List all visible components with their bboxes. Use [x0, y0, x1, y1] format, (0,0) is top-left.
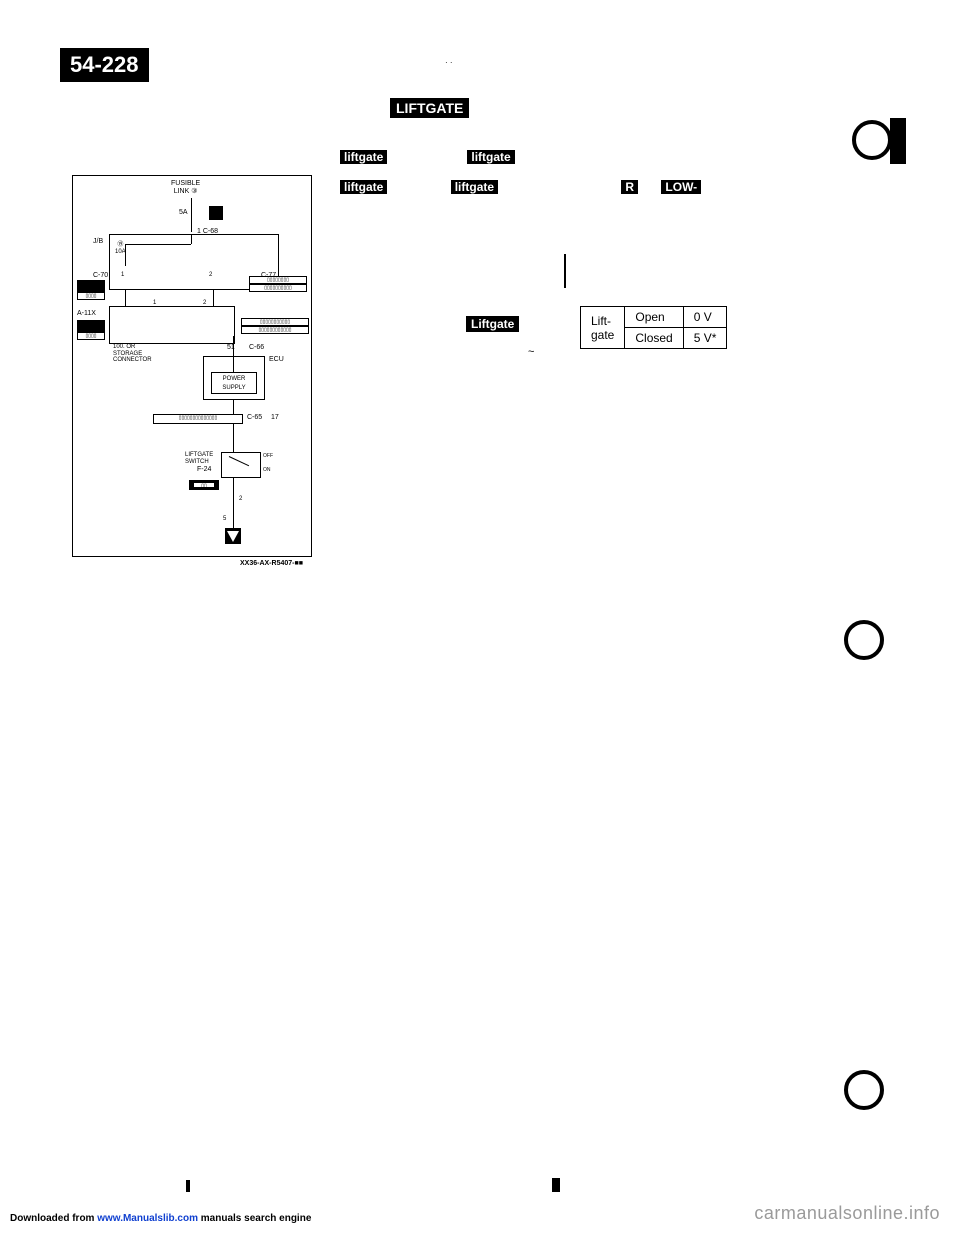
- connector-icon: [209, 206, 223, 220]
- table-row-label: Liftgate: [466, 316, 519, 332]
- footer-watermark: carmanualsonline.info: [754, 1203, 940, 1224]
- label-jb: J/B: [93, 238, 103, 246]
- switch-on: ON: [263, 468, 271, 474]
- page-number: 54-228: [60, 48, 149, 82]
- label-c65: C-65: [247, 414, 262, 422]
- cell-voltage: 0 V: [683, 307, 727, 328]
- hl-liftgate: liftgate: [467, 150, 514, 164]
- cell-state: Open: [625, 307, 683, 328]
- diagram-caption: XX36-AX-R5407-■■: [240, 560, 303, 567]
- cell-voltage: 5 V*: [683, 328, 727, 349]
- cell-liftgate: Lift- gate: [581, 307, 625, 349]
- label-5: 5: [223, 516, 226, 523]
- cell-state: Closed: [625, 328, 683, 349]
- wire: [125, 244, 126, 266]
- tilde-mark: ~: [528, 346, 534, 358]
- label-fusible-link: FUSIBLE LINK ③: [171, 180, 200, 195]
- mark: [186, 1180, 190, 1192]
- table-row: Lift- gate Open 0 V: [581, 307, 727, 328]
- pinstrip: ▯▯▯▯▯▯▯▯: [249, 276, 307, 284]
- bottom-marks: [0, 1176, 960, 1194]
- wire: [191, 198, 192, 232]
- pin-num: 2: [209, 272, 212, 279]
- pin-num: 1: [153, 300, 156, 307]
- wire: [233, 356, 234, 372]
- body-line-1: liftgate liftgate: [340, 148, 880, 166]
- switch-off: OFF: [263, 454, 273, 460]
- label-f24: F-24: [197, 466, 211, 474]
- header-mark: · ·: [445, 58, 453, 67]
- body-line-2: liftgate liftgate R LOW-: [340, 178, 880, 196]
- wire: [233, 400, 234, 414]
- wire: [191, 234, 192, 244]
- hl-r: R: [621, 180, 638, 194]
- label-ecu: ECU: [269, 356, 284, 364]
- pinstrip: ▯▯: [193, 482, 215, 488]
- symbol-circle: [844, 620, 884, 660]
- label-17: 17: [271, 414, 279, 422]
- label-storage: 100. OR STORAGE CONNECTOR: [113, 344, 152, 364]
- voltage-table: Lift- gate Open 0 V Closed 5 V*: [580, 306, 727, 349]
- vertical-rule: [564, 254, 566, 288]
- pinstrip: ▯▯▯▯: [77, 332, 105, 340]
- symbol-circle: [844, 1070, 884, 1110]
- wire: [213, 290, 214, 306]
- pinstrip: ▯▯▯▯: [77, 292, 105, 300]
- footer-link[interactable]: www.Manualslib.com: [97, 1213, 198, 1224]
- wire: [125, 290, 126, 306]
- wire: [125, 244, 191, 245]
- pin-num: 2: [239, 496, 242, 503]
- wiring-diagram: FUSIBLE LINK ③ 5A 1 C-68 J/B ⑲ 10A C-70 …: [72, 175, 312, 557]
- wire: [233, 424, 234, 452]
- pinstrip: ▯▯▯▯▯▯▯▯▯▯▯▯: [241, 326, 309, 334]
- pin-num: 1: [121, 272, 124, 279]
- wire: [233, 336, 234, 356]
- connector-block: [77, 320, 105, 332]
- storage-box: [109, 306, 235, 344]
- label-liftgate-switch: LIFTGATE SWITCH: [185, 452, 213, 465]
- label-c70: C-70: [93, 272, 108, 280]
- label-a11x: A-11X: [77, 310, 96, 318]
- wire: [233, 478, 234, 528]
- connector-block: [77, 280, 105, 292]
- hl-liftgate: liftgate: [340, 150, 387, 164]
- pinstrip: ▯▯▯▯▯▯▯▯▯▯▯: [241, 318, 309, 326]
- mark: [552, 1178, 560, 1192]
- side-bar: [890, 118, 906, 164]
- hl-liftgate: liftgate: [451, 180, 498, 194]
- hl-liftgate: liftgate: [340, 180, 387, 194]
- pin-num: 2: [203, 300, 206, 307]
- label-5a: 5A: [179, 209, 188, 217]
- ground-triangle-icon: [225, 528, 241, 544]
- pinstrip: ▯▯▯▯▯▯▯▯▯▯▯▯▯▯: [153, 414, 243, 424]
- pinstrip: ▯▯▯▯▯▯▯▯▯▯: [249, 284, 307, 292]
- footer-prefix: Downloaded from: [10, 1213, 97, 1224]
- label-c66: C-66: [249, 344, 264, 352]
- footer-left: Downloaded from www.Manualslib.com manua…: [10, 1213, 311, 1224]
- switch-box: [221, 452, 261, 478]
- power-supply-box: POWER SUPPLY: [211, 372, 257, 394]
- footer-suffix: manuals search engine: [198, 1213, 311, 1224]
- section-title: LIFTGATE: [390, 98, 469, 118]
- hl-low: LOW-: [661, 180, 701, 194]
